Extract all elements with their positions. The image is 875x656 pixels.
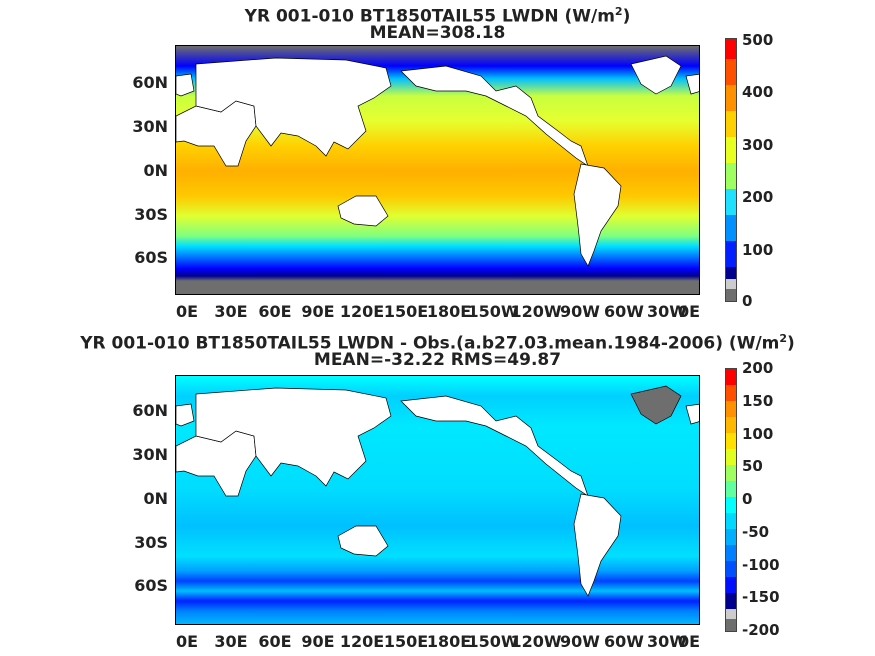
panel2-map (175, 375, 700, 625)
panel2-colorbar-tick: -200 (742, 621, 780, 639)
panel1-colorbar-tick: 500 (742, 31, 774, 49)
panel2-title: YR 001-010 BT1850TAIL55 LWDN - Obs.(a.b2… (80, 332, 795, 354)
panel2-lon-label: 120E (339, 632, 385, 651)
panel1-lon-label: 30W (647, 302, 687, 321)
panel2-lon-label: 60W (604, 632, 644, 651)
panel2-colorbar-tick: 0 (742, 490, 753, 508)
panel1-colorbar-tick: 0 (742, 292, 753, 310)
panel1-lon-label: 150W (467, 302, 519, 321)
panel1-lon-label: 150E (383, 302, 429, 321)
panel2-lat-label: 0N (143, 489, 168, 508)
panel2-lon-label: 30W (647, 632, 687, 651)
panel1-lat-label: 30N (132, 117, 168, 136)
panel1-lon-label: 60W (604, 302, 644, 321)
panel1-colorbar-tick: 300 (742, 136, 774, 154)
panel2-colorbar-tick: 200 (742, 359, 774, 377)
panel2-lon-label: 150W (467, 632, 519, 651)
panel1-lon-label: 120W (510, 302, 562, 321)
panel2-stats: MEAN=-32.22 RMS=49.87 (313, 350, 562, 370)
panel1-land (176, 55, 699, 267)
panel2-colorbar-tick: -50 (742, 523, 770, 541)
panel2-lat-label: 30N (132, 445, 168, 464)
panel2-lon-label: 180E (426, 632, 472, 651)
panel2-lon-label: 0E (175, 632, 199, 651)
panel2-lon-label: 30E (214, 632, 248, 651)
panel2-land (176, 385, 699, 597)
panel2-colorbar-tick: 150 (742, 392, 774, 410)
panel2-lat-label: 60S (134, 576, 168, 595)
panel1-title: YR 001-010 BT1850TAIL55 LWDN (W/m2) (244, 5, 631, 27)
panel1-lon-label: 180E (426, 302, 472, 321)
panel2-colorbar-tick: -150 (742, 588, 780, 606)
panel1-colorbar-tick: 400 (742, 83, 774, 101)
panel2-lon-label: 60E (258, 632, 292, 651)
panel2-colorbar-tick: 50 (742, 457, 763, 475)
panel2-colorbar (725, 368, 737, 632)
panel1-lon-label: 90W (560, 302, 600, 321)
panel1-map (175, 45, 700, 295)
panel1-colorbar (725, 38, 737, 302)
panel2-lat-label: 30S (134, 533, 168, 552)
panel1-lon-label: 0E (677, 302, 701, 321)
panel2-colorbar-tick: 100 (742, 425, 774, 443)
panel2-lat-label: 60N (132, 401, 168, 420)
panel2-lon-label: 120W (510, 632, 562, 651)
panel1-lon-label: 60E (258, 302, 292, 321)
panel1-lon-label: 90E (301, 302, 335, 321)
panel1-lon-label: 0E (175, 302, 199, 321)
panel1-colorbar-tick: 100 (742, 241, 774, 259)
panel2-lon-label: 150E (383, 632, 429, 651)
panel1-lat-label: 30S (134, 205, 168, 224)
panel1-colorbar-tick: 200 (742, 188, 774, 206)
panel1-lon-label: 30E (214, 302, 248, 321)
panel2-lon-label: 90W (560, 632, 600, 651)
panel1-lon-label: 120E (339, 302, 385, 321)
panel1-lat-label: 60N (132, 73, 168, 92)
panel1-mean: MEAN=308.18 (369, 23, 506, 43)
panel1-lat-label: 60S (134, 248, 168, 267)
panel2-lon-label: 0E (677, 632, 701, 651)
panel2-colorbar-tick: -100 (742, 556, 780, 574)
panel1-lat-label: 0N (143, 161, 168, 180)
panel2-lon-label: 90E (301, 632, 335, 651)
